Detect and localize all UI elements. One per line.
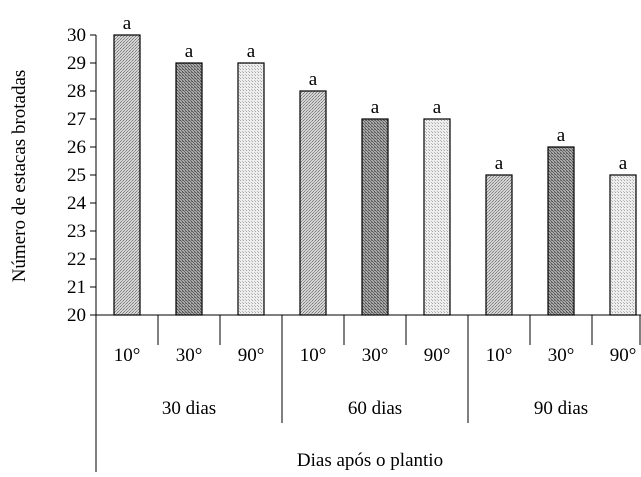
bar-significance-letter: a <box>309 69 318 90</box>
bar-significance-letter: a <box>495 153 504 174</box>
x-category-label: 10° <box>486 345 513 366</box>
bar <box>423 118 451 316</box>
x-category-label: 90° <box>238 345 265 366</box>
x-group-label: 90 dias <box>534 398 588 419</box>
bar-significance-letter: a <box>557 125 566 146</box>
x-category-label: 90° <box>610 345 637 366</box>
bar-significance-letter: a <box>619 153 628 174</box>
bar <box>175 62 203 316</box>
y-tick-label: 28 <box>67 81 86 102</box>
bar-significance-letter: a <box>433 97 442 118</box>
x-category-label: 90° <box>424 345 451 366</box>
bar-significance-letter: a <box>123 13 132 34</box>
x-axis-title: Dias após o plantio <box>297 450 443 471</box>
y-tick-label: 27 <box>67 109 86 130</box>
bar <box>485 174 513 316</box>
x-category-label: 30° <box>548 345 575 366</box>
y-tick-label: 25 <box>67 165 86 186</box>
bar-significance-letter: a <box>371 97 380 118</box>
bar-significance-letter: a <box>247 41 256 62</box>
y-axis-title: Número de estacas brotadas <box>9 70 30 283</box>
y-tick-label: 24 <box>67 193 87 214</box>
y-tick-label: 22 <box>67 249 86 270</box>
y-tick-label: 21 <box>67 277 86 298</box>
x-category-label: 30° <box>176 345 203 366</box>
y-tick-label: 23 <box>67 221 86 242</box>
x-category-label: 10° <box>300 345 327 366</box>
y-tick-label: 26 <box>67 137 86 158</box>
x-category-label: 10° <box>114 345 141 366</box>
x-category-label: 30° <box>362 345 389 366</box>
y-tick-label: 29 <box>67 53 86 74</box>
y-tick-label: 30 <box>67 25 86 46</box>
bar <box>547 146 575 316</box>
plot-area: 20 21 22 23 24 25 26 27 28 29 30 a 10° a 30° a 90° 30 dia… <box>67 13 641 472</box>
x-group-label: 30 dias <box>162 398 216 419</box>
x-group-label: 60 dias <box>348 398 402 419</box>
bar <box>361 118 389 316</box>
bar <box>609 174 637 316</box>
bar <box>299 90 327 316</box>
bar-significance-letter: a <box>185 41 194 62</box>
bar <box>237 62 265 316</box>
bar <box>113 34 141 316</box>
y-tick-label: 20 <box>67 305 86 326</box>
